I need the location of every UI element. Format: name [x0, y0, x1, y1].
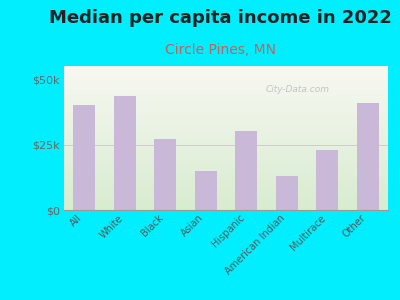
Bar: [114, 96, 136, 210]
Bar: [154, 139, 176, 210]
Bar: [316, 150, 338, 210]
Text: Circle Pines, MN: Circle Pines, MN: [164, 44, 276, 58]
Bar: [195, 171, 217, 210]
Bar: [276, 176, 298, 210]
Bar: [235, 131, 257, 210]
Bar: [73, 105, 95, 210]
Bar: [357, 103, 379, 210]
Text: Median per capita income in 2022: Median per capita income in 2022: [48, 9, 392, 27]
Text: City-Data.com: City-Data.com: [265, 85, 329, 94]
